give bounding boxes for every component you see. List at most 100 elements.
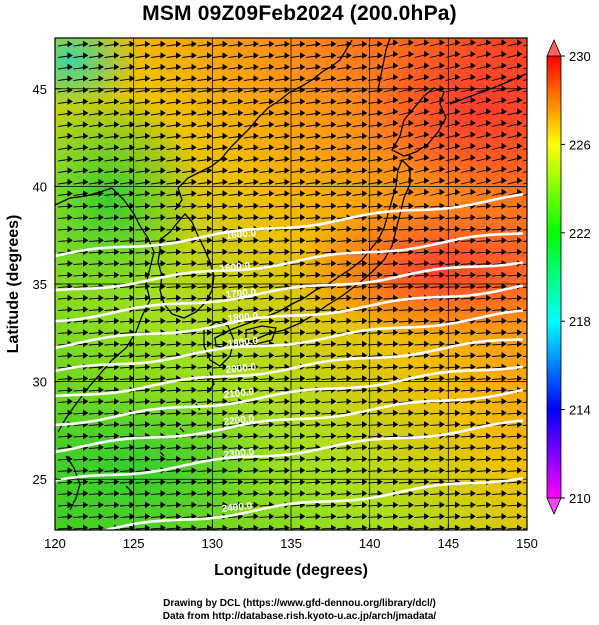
wind-arrowhead	[284, 167, 290, 174]
wind-arrowhead	[362, 524, 368, 530]
wind-arrowhead	[331, 501, 337, 509]
wind-arrowhead	[176, 86, 182, 94]
wind-arrow	[522, 378, 527, 380]
colorbar-max-arrow	[546, 39, 562, 57]
wind-arrowhead	[439, 108, 445, 115]
wind-arrowhead	[160, 225, 166, 233]
wind-arrowhead	[129, 490, 135, 497]
wind-arrowhead	[207, 340, 213, 348]
wind-arrowhead	[238, 167, 244, 174]
wind-arrowhead	[98, 432, 104, 440]
wind-arrowhead	[346, 513, 352, 520]
wind-arrowhead	[176, 63, 182, 71]
wind-arrowhead	[269, 363, 275, 371]
wind-arrowhead	[408, 188, 414, 196]
wind-arrowhead	[160, 86, 166, 94]
wind-arrowhead	[114, 190, 120, 197]
wind-arrowhead	[238, 329, 244, 336]
wind-arrowhead	[129, 132, 135, 140]
wind-arrowhead	[408, 142, 414, 150]
wind-arrowhead	[533, 86, 537, 91]
wind-arrowhead	[300, 178, 306, 186]
x-axis-title: Longitude (degrees)	[214, 562, 368, 579]
wind-arrowhead	[362, 352, 368, 359]
wind-arrowhead	[331, 144, 337, 151]
wind-arrowhead	[238, 386, 244, 394]
wind-arrowhead	[129, 524, 135, 530]
wind-arrowhead	[331, 398, 337, 405]
height-contour-line	[55, 365, 524, 427]
wind-arrowhead	[222, 421, 228, 428]
wind-arrowhead	[253, 490, 259, 497]
wind-arrowhead	[533, 132, 537, 137]
wind-arrowhead	[393, 306, 399, 313]
wind-arrowhead	[114, 144, 120, 151]
wind-arrowhead	[269, 283, 275, 290]
x-tick-label: 120	[44, 536, 66, 551]
wind-arrowhead	[269, 214, 275, 221]
wind-arrowhead	[331, 317, 337, 325]
wind-arrowhead	[315, 63, 321, 71]
wind-arrowhead	[269, 260, 275, 267]
wind-arrowhead	[377, 455, 383, 463]
wind-arrowhead	[145, 501, 151, 509]
wind-arrowhead	[439, 271, 445, 279]
wind-arrowhead	[533, 330, 537, 335]
wind-arrowhead	[533, 178, 537, 183]
wind-arrowhead	[253, 98, 259, 105]
wind-arrowhead	[501, 386, 507, 394]
wind-arrowhead	[176, 478, 182, 486]
wind-arrowhead	[486, 62, 492, 69]
wind-arrowhead	[346, 109, 352, 117]
wind-arrowhead	[222, 294, 228, 302]
wind-arrowhead	[501, 340, 507, 348]
wind-arrowhead	[98, 109, 104, 117]
wind-arrowhead	[207, 178, 213, 186]
wind-arrowhead	[253, 167, 259, 174]
wind-arrowhead	[222, 467, 228, 474]
wind-arrowhead	[98, 490, 104, 497]
wind-arrowhead	[501, 317, 507, 325]
wind-arrowhead	[346, 225, 352, 233]
wind-arrowhead	[346, 375, 352, 382]
wind-arrowhead	[222, 524, 228, 530]
wind-arrowhead	[284, 409, 290, 417]
wind-arrowhead	[129, 237, 135, 244]
wind-arrow	[522, 401, 527, 403]
contour-label: 2300.0	[223, 447, 255, 461]
wind-arrowhead	[533, 167, 537, 172]
wind-arrowhead	[300, 329, 306, 336]
wind-arrowhead	[455, 108, 461, 115]
wind-arrowhead	[269, 386, 275, 394]
wind-arrowhead	[517, 455, 523, 463]
wind-arrowhead	[114, 98, 120, 105]
wind-arrowhead	[501, 85, 507, 92]
wind-arrowhead	[393, 188, 399, 196]
x-axis: 120 125 130 135 140 145 150	[44, 524, 538, 551]
wind-arrowhead	[253, 214, 259, 221]
wind-arrowhead	[300, 132, 306, 140]
wind-arrowhead	[67, 398, 73, 405]
wind-arrow	[522, 206, 527, 208]
wind-arrowhead	[455, 271, 461, 279]
wind-arrowhead	[67, 132, 73, 140]
wind-arrowhead	[191, 155, 197, 163]
wind-arrowhead	[114, 132, 120, 140]
wind-arrowhead	[98, 409, 104, 417]
wind-arrowhead	[331, 478, 337, 486]
wind-arrowhead	[300, 63, 306, 71]
wind-arrowhead	[362, 340, 368, 348]
wind-arrowhead	[300, 444, 306, 451]
wind-arrowhead	[362, 294, 368, 302]
wind-arrowhead	[486, 165, 492, 173]
wind-arrowhead	[533, 318, 537, 323]
wind-arrowhead	[98, 271, 104, 279]
wind-arrowhead	[67, 144, 73, 151]
height-contour-line	[55, 388, 524, 454]
wind-arrowhead	[455, 73, 461, 81]
wind-arrowhead	[346, 190, 352, 197]
wind-arrowhead	[129, 121, 135, 128]
wind-arrowhead	[145, 237, 151, 244]
wind-arrowhead	[83, 63, 89, 71]
wind-arrowhead	[98, 214, 104, 221]
